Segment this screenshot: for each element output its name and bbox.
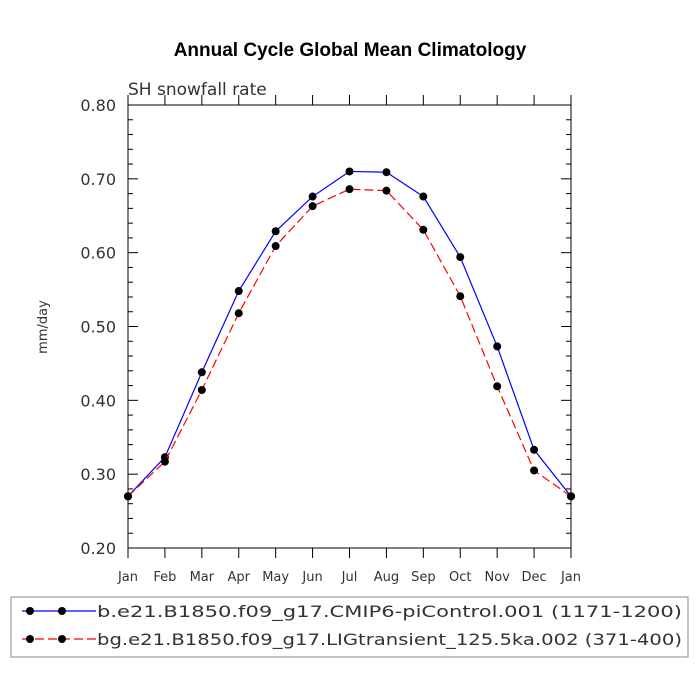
series-2-point [345, 185, 354, 194]
series-line-2 [127, 188, 572, 497]
legend-box [10, 596, 689, 658]
x-tick-label: Oct [449, 570, 471, 585]
x-tick-label: Jun [301, 570, 322, 585]
series-1-point [382, 168, 391, 177]
chart-title: Annual Cycle Global Mean Climatology [174, 40, 527, 61]
legend-label-1: b.e21.B1850.f09_g17.CMIP6-piControl.001 … [97, 602, 682, 622]
series-2-point [530, 466, 539, 475]
x-tick-label: Dec [522, 570, 547, 585]
y-tick-label: 0.80 [80, 96, 116, 115]
x-tick-label: Sep [411, 570, 436, 585]
series-layer [124, 167, 575, 501]
legend-marker-2 [58, 635, 66, 643]
legend-label-2: bg.e21.B1850.f09_g17.LIGtransient_125.5k… [97, 630, 682, 650]
series-2-point [271, 242, 280, 251]
legend-marker-1 [26, 607, 34, 615]
x-tick-label: Aug [374, 570, 399, 585]
series-2-point [456, 292, 465, 301]
legend-marker-2 [26, 635, 34, 643]
series-1-point [530, 445, 539, 454]
y-axis-label: mm/day [36, 300, 51, 354]
x-tick-label: Nov [484, 570, 510, 585]
y-tick-label: 0.40 [80, 391, 116, 410]
x-tick-label: Mar [190, 570, 215, 585]
legend-marker-1 [58, 607, 66, 615]
series-1-point [456, 253, 465, 262]
series-2-point [567, 492, 575, 501]
x-tick-label: May [262, 570, 289, 585]
series-line-1 [127, 170, 572, 497]
series-1-point [419, 192, 428, 201]
x-tick-label: Apr [228, 570, 251, 585]
series-1-point [308, 192, 317, 201]
series-1-point [234, 287, 243, 296]
y-tick-label: 0.50 [80, 318, 116, 337]
y-tick-label: 0.30 [80, 465, 116, 484]
series-2-point [160, 457, 169, 466]
y-tick-label: 0.70 [80, 170, 116, 189]
x-tick-label: Jul [341, 570, 358, 585]
series-1-point [197, 368, 206, 377]
series-1-point [493, 342, 502, 351]
y-tick-label: 0.20 [80, 539, 116, 558]
series-2-point [197, 385, 206, 394]
series-2-point [419, 225, 428, 234]
series-1-point [271, 227, 280, 236]
series-2-point [234, 309, 243, 318]
series-2-point [493, 382, 502, 391]
series-2-point [124, 492, 132, 501]
axis-ticks: 0.20 0.30 0.40 0.50 0.60 0.70 0.80 Jan Feb Mar Apr… [80, 95, 581, 585]
y-tick-label: 0.60 [80, 244, 116, 263]
x-tick-label: Feb [153, 570, 176, 585]
x-tick-label: Jan [560, 570, 581, 585]
series-1-point [345, 167, 354, 176]
series-2-point [308, 202, 317, 211]
series-2-point [382, 186, 391, 195]
legend: b.e21.B1850.f09_g17.CMIP6-piControl.001 … [22, 602, 682, 650]
chart-subtitle: SH snowfall rate [128, 80, 267, 100]
x-tick-label: Jan [117, 570, 138, 585]
